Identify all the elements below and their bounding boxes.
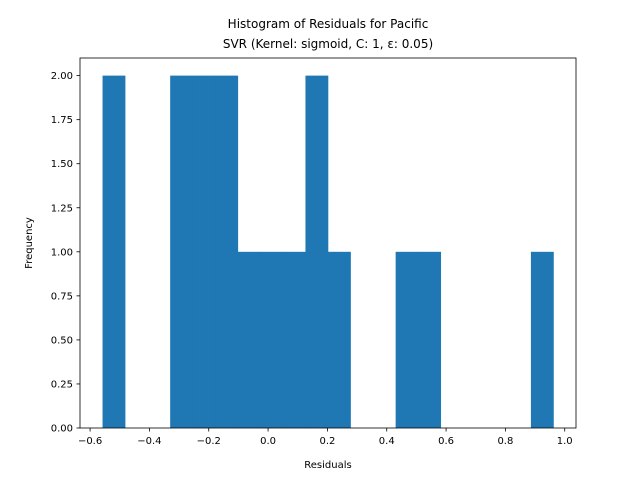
x-tick-label: −0.4 [137, 436, 161, 447]
histogram-bar [237, 251, 261, 428]
chart-title: Histogram of Residuals for Pacific [228, 17, 429, 31]
x-tick-label: 1.0 [557, 436, 573, 447]
y-tick-label: 0.00 [51, 424, 73, 435]
y-tick-label: 1.00 [51, 247, 73, 258]
y-tick-label: 0.75 [51, 291, 73, 302]
x-tick-label: −0.6 [78, 436, 102, 447]
x-tick-label: 0.8 [497, 436, 513, 447]
histogram-bar [282, 251, 306, 428]
y-tick-label: 0.25 [51, 379, 73, 390]
histogram-bar [102, 75, 126, 429]
x-axis: −0.6 −0.4 −0.2 0.0 0.2 0.4 0.6 0.8 1.0 [78, 428, 573, 447]
x-tick-label: 0.2 [319, 436, 335, 447]
histogram-bar [215, 75, 239, 429]
histogram-bar [328, 251, 351, 428]
plot-frame [79, 57, 577, 429]
bars-group [102, 75, 554, 429]
histogram-bar [305, 75, 329, 429]
x-tick-label: 0.0 [260, 436, 276, 447]
histogram-bar [395, 251, 419, 428]
y-tick-label: 0.50 [51, 335, 73, 346]
x-tick-label: 0.6 [438, 436, 454, 447]
y-tick-label: 1.75 [51, 115, 73, 126]
histogram-bar [170, 75, 194, 429]
x-tick-label: 0.4 [379, 436, 395, 447]
y-tick-label: 1.25 [51, 203, 73, 214]
chart-subtitle: SVR (Kernel: sigmoid, C: 1, ε: 0.05) [223, 37, 433, 51]
y-tick-label: 2.00 [51, 71, 73, 82]
y-axis: 0.00 0.25 0.50 0.75 1.00 1.25 1.50 1.75 2.00 [51, 71, 80, 435]
y-axis-label: Frequency [24, 217, 35, 269]
histogram-bar [418, 251, 442, 428]
histogram-bar [192, 75, 216, 429]
histogram-bar [260, 251, 284, 428]
histogram-bar [530, 251, 554, 428]
x-tick-label: −0.2 [197, 436, 221, 447]
y-tick-label: 1.50 [51, 159, 73, 170]
x-axis-label: Residuals [304, 460, 351, 471]
